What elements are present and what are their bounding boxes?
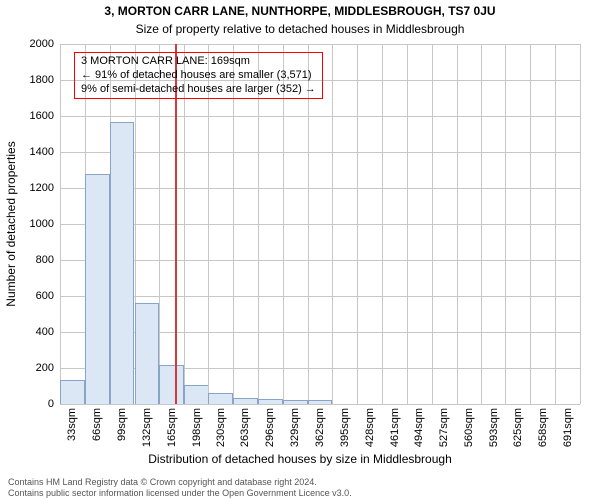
chart-title-line1: 3, MORTON CARR LANE, NUNTHORPE, MIDDLESB… xyxy=(0,4,600,18)
x-tick-label: 593sqm xyxy=(488,408,500,447)
histogram-bar xyxy=(159,365,184,404)
gridline-horizontal xyxy=(60,116,580,117)
x-tick-label: 165sqm xyxy=(166,408,178,447)
x-tick-label: 527sqm xyxy=(438,408,450,447)
histogram-bar xyxy=(283,400,308,405)
y-tick-label: 1000 xyxy=(0,218,54,230)
y-tick-label: 2000 xyxy=(0,38,54,50)
x-tick-label: 329sqm xyxy=(289,408,301,447)
y-tick-label: 600 xyxy=(0,290,54,302)
histogram-bar xyxy=(184,385,209,404)
gridline-vertical xyxy=(382,44,383,404)
gridline-vertical xyxy=(505,44,506,404)
gridline-vertical xyxy=(457,44,458,404)
footer-line2: Contains public sector information licen… xyxy=(8,488,352,498)
chart-container: 3, MORTON CARR LANE, NUNTHORPE, MIDDLESB… xyxy=(0,0,600,500)
gridline-horizontal xyxy=(60,224,580,225)
gridline-vertical xyxy=(432,44,433,404)
x-tick-label: 132sqm xyxy=(141,408,153,447)
gridline-vertical xyxy=(332,44,333,404)
gridline-horizontal xyxy=(60,296,580,297)
histogram-bar xyxy=(85,174,110,404)
x-tick-label: 494sqm xyxy=(413,408,425,447)
annotation-line1: 3 MORTON CARR LANE: 169sqm xyxy=(81,55,316,69)
histogram-bar xyxy=(110,122,135,404)
x-tick-label: 362sqm xyxy=(314,408,326,447)
x-tick-label: 691sqm xyxy=(562,408,574,447)
x-tick-label: 461sqm xyxy=(389,408,401,447)
x-tick-label: 33sqm xyxy=(66,408,78,441)
annotation-line2: ← 91% of detached houses are smaller (3,… xyxy=(81,69,316,83)
attribution-footer: Contains HM Land Registry data © Crown c… xyxy=(8,477,352,498)
x-tick-label: 99sqm xyxy=(116,408,128,441)
gridline-vertical xyxy=(60,44,61,404)
y-tick-label: 200 xyxy=(0,362,54,374)
y-tick-label: 1400 xyxy=(0,146,54,158)
gridline-horizontal xyxy=(60,260,580,261)
gridline-horizontal xyxy=(60,188,580,189)
histogram-bar xyxy=(308,400,333,404)
histogram-bar xyxy=(233,398,258,404)
gridline-vertical xyxy=(357,44,358,404)
gridline-vertical xyxy=(530,44,531,404)
annotation-line3: 9% of semi-detached houses are larger (3… xyxy=(81,83,316,97)
y-tick-label: 1800 xyxy=(0,74,54,86)
histogram-bar xyxy=(60,380,85,404)
histogram-bar xyxy=(208,393,233,404)
gridline-horizontal xyxy=(60,404,580,405)
histogram-bar xyxy=(135,303,160,404)
gridline-vertical xyxy=(580,44,581,404)
x-tick-label: 296sqm xyxy=(264,408,276,447)
y-tick-label: 400 xyxy=(0,326,54,338)
y-tick-label: 1600 xyxy=(0,110,54,122)
gridline-horizontal xyxy=(60,44,580,45)
gridline-vertical xyxy=(555,44,556,404)
x-tick-label: 428sqm xyxy=(364,408,376,447)
x-tick-label: 198sqm xyxy=(191,408,203,447)
gridline-vertical xyxy=(481,44,482,404)
y-tick-label: 800 xyxy=(0,254,54,266)
histogram-bar xyxy=(258,399,283,404)
x-tick-label: 658sqm xyxy=(537,408,549,447)
x-tick-label: 395sqm xyxy=(339,408,351,447)
x-tick-label: 263sqm xyxy=(239,408,251,447)
x-tick-label: 625sqm xyxy=(512,408,524,447)
y-tick-label: 0 xyxy=(0,398,54,410)
x-tick-label: 560sqm xyxy=(463,408,475,447)
x-tick-label: 230sqm xyxy=(215,408,227,447)
x-axis-label: Distribution of detached houses by size … xyxy=(0,452,600,466)
x-tick-label: 66sqm xyxy=(91,408,103,441)
gridline-horizontal xyxy=(60,152,580,153)
gridline-vertical xyxy=(407,44,408,404)
reference-annotation-box: 3 MORTON CARR LANE: 169sqm ← 91% of deta… xyxy=(74,52,323,99)
y-tick-label: 1200 xyxy=(0,182,54,194)
footer-line1: Contains HM Land Registry data © Crown c… xyxy=(8,477,352,487)
chart-title-line2: Size of property relative to detached ho… xyxy=(0,22,600,36)
